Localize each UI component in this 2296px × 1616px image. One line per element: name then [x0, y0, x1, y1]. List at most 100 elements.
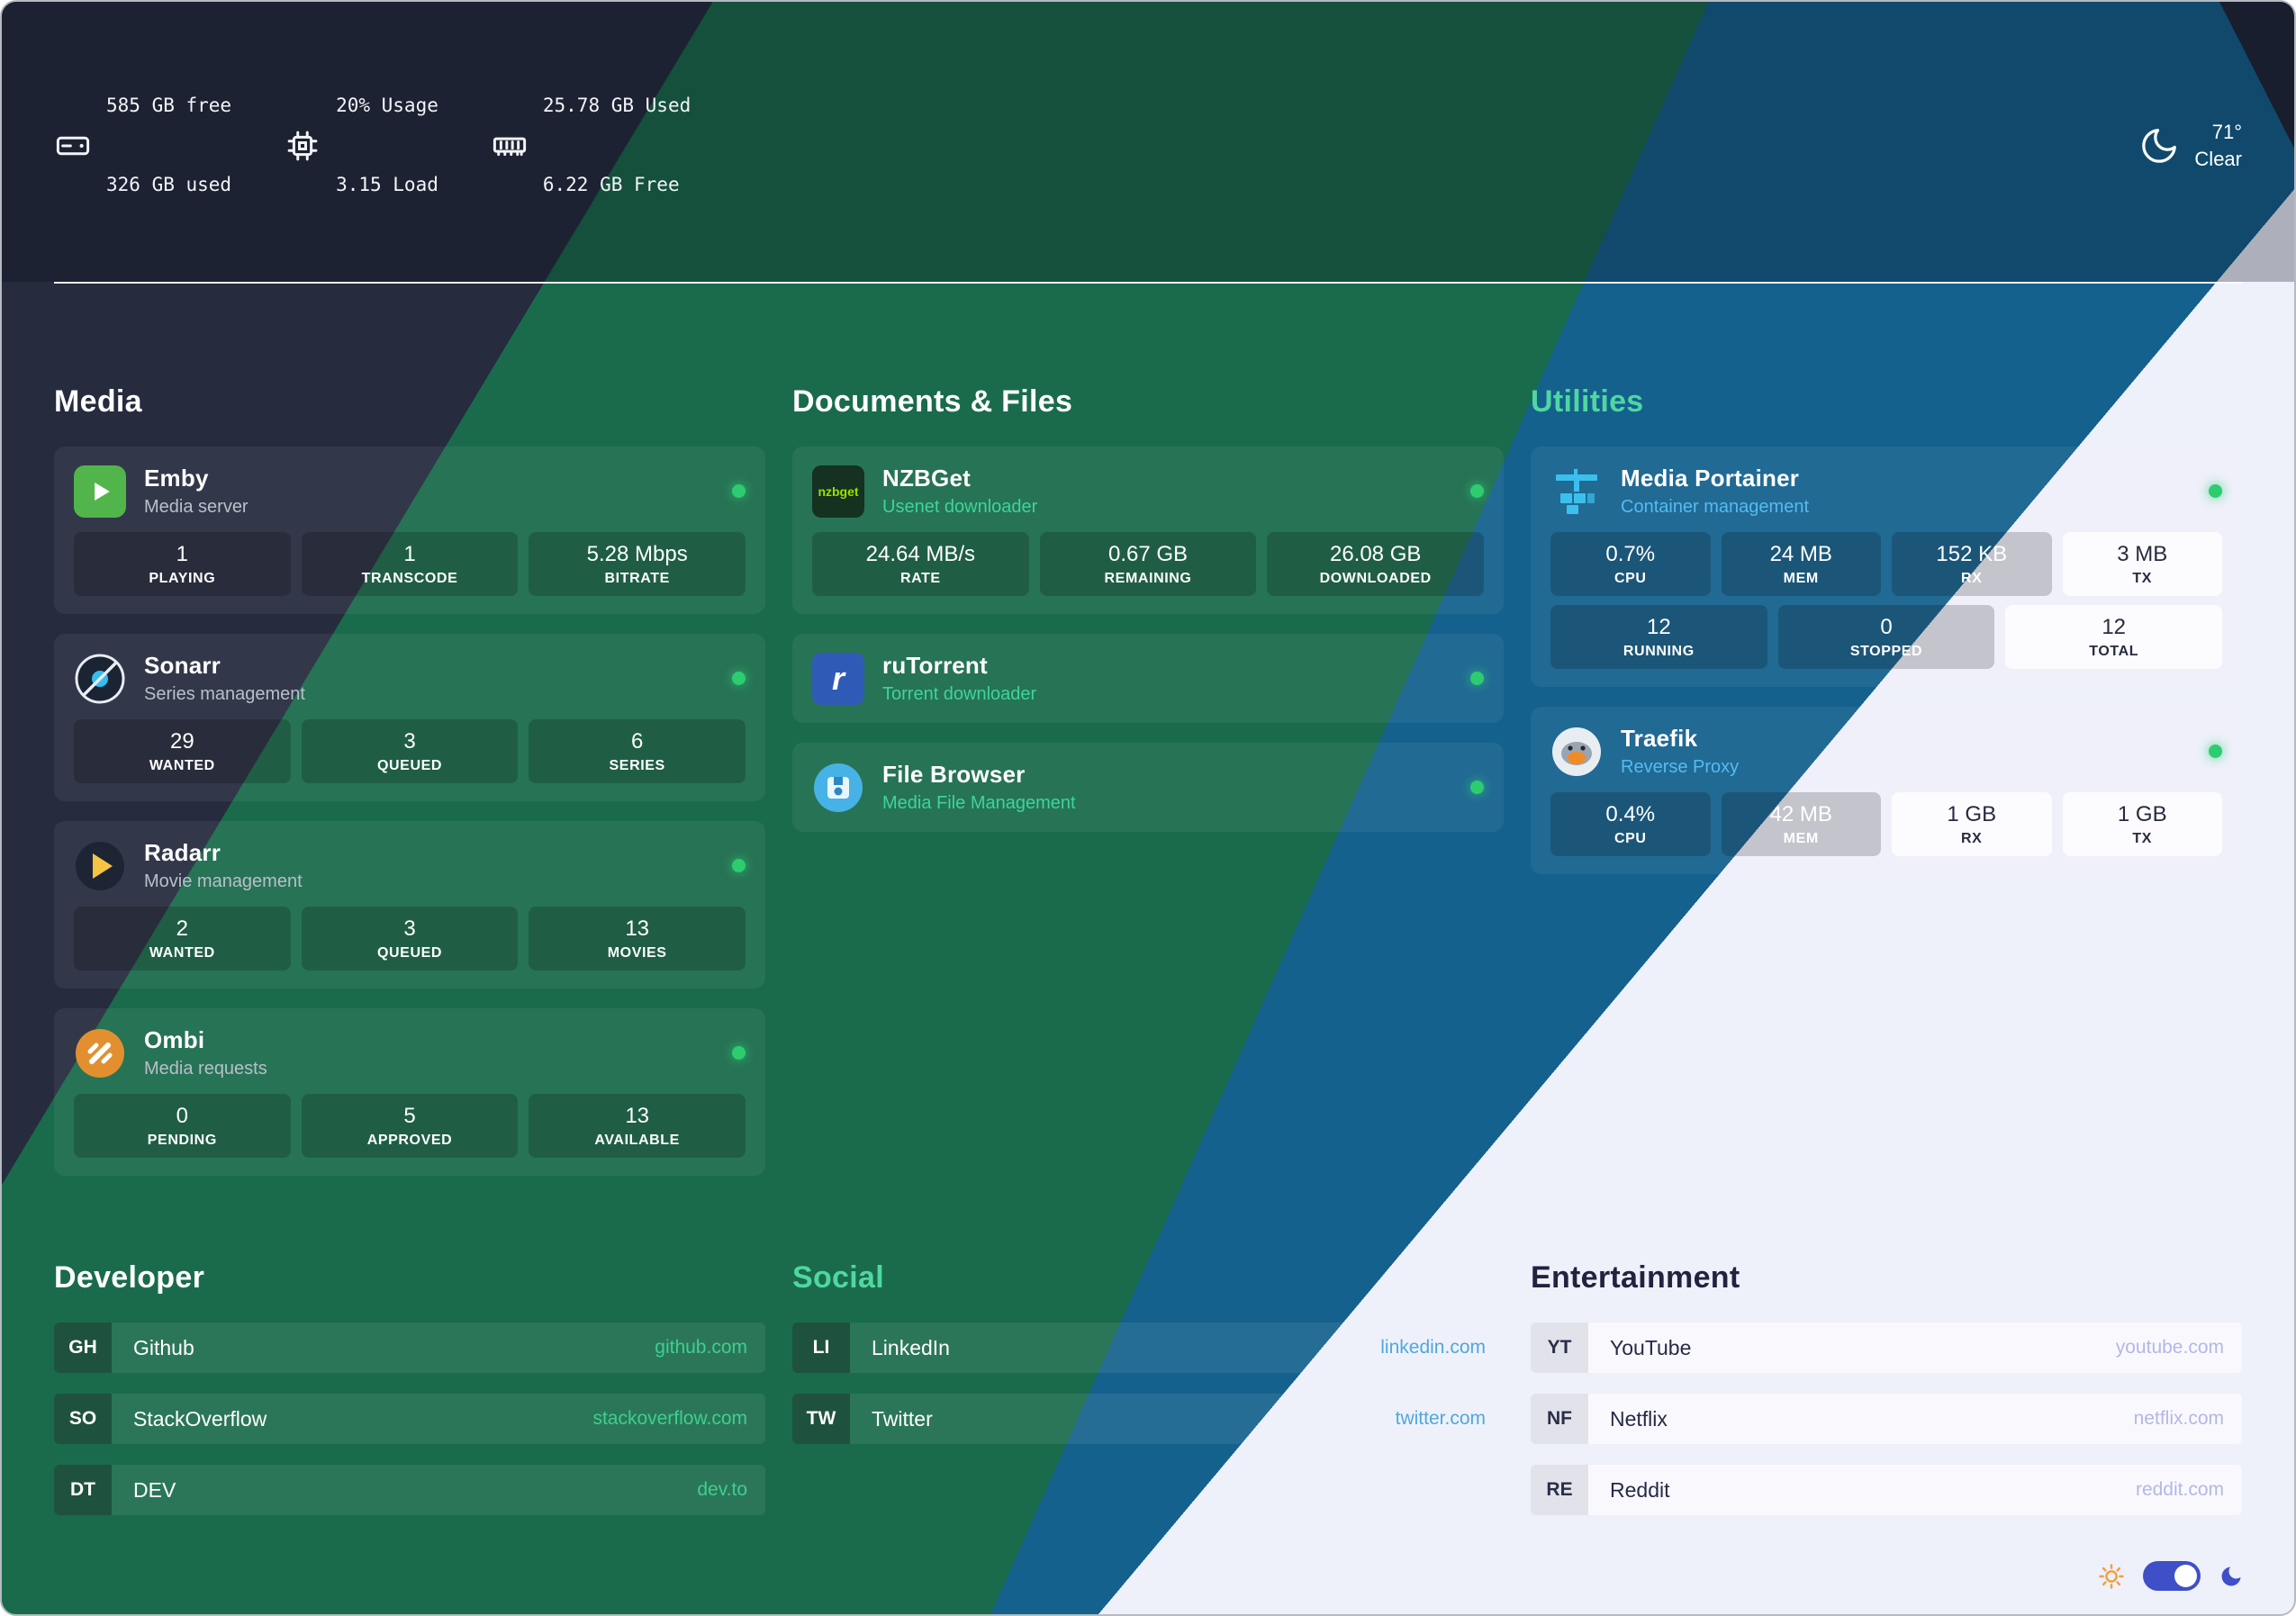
link-reddit[interactable]: RE Reddit reddit.com [1531, 1465, 2242, 1516]
section-utilities: Utilities [1531, 384, 2242, 875]
section-media: Media Emby Media server 1 PLAYING [54, 384, 765, 1177]
stat-value: 5.28 Mbps [586, 542, 688, 567]
app-card-rutorrent[interactable]: r ruTorrent Torrent downloader [792, 634, 1504, 724]
app-card-traefik[interactable]: Traefik Reverse Proxy 0.4% CPU 42 MB MEM 1… [1531, 707, 2242, 875]
stat-box: 152 KB RX [1892, 532, 2052, 597]
section-developer: Developer GH Github github.com SO StackO… [54, 1260, 765, 1516]
app-card-radarr[interactable]: Radarr Movie management 2 WANTED 3 QUEUED … [54, 821, 765, 989]
app-card-nzbget[interactable]: nzbget NZBGet Usenet downloader 24.64 MB… [792, 447, 1504, 615]
stat-value: 13 [625, 1104, 650, 1129]
weather-widget: 71° Clear [2138, 119, 2242, 172]
link-name: LinkedIn [872, 1335, 950, 1359]
stat-label: TOTAL [2089, 644, 2139, 660]
stat-box: 24 MB MEM [1721, 532, 1881, 597]
stat-box: 2 WANTED [74, 907, 291, 971]
stat-box: 5.28 Mbps BITRATE [529, 532, 746, 597]
stat-value: 42 MB [1769, 802, 1832, 827]
app-card-filebrowser[interactable]: File Browser Media File Management [792, 743, 1504, 833]
stat-value: 24.64 MB/s [865, 542, 976, 567]
stat-label: QUEUED [376, 758, 443, 774]
stat-label: PLAYING [149, 571, 216, 587]
stat-box: 1 GB TX [2062, 792, 2222, 857]
stat-box: 0.4% CPU [1550, 792, 1711, 857]
link-name: YouTube [1610, 1335, 1692, 1359]
stat-label: WANTED [149, 945, 215, 961]
link-prefix: NF [1531, 1394, 1588, 1445]
system-header: 585 GB free 326 GB used 20% Usage 3.15 L… [2, 2, 2294, 283]
section-title-media: Media [54, 384, 142, 420]
section-social: Social LI LinkedIn linkedin.com TW Twitt… [792, 1260, 1504, 1445]
status-dot [1470, 672, 1484, 686]
radarr-icon [74, 840, 126, 892]
link-url: github.com [655, 1337, 747, 1359]
theme-toggle[interactable] [2143, 1561, 2201, 1591]
stat-label: CPU [1614, 571, 1647, 587]
link-url: reddit.com [2135, 1479, 2224, 1501]
app-card-sonarr[interactable]: Sonarr Series management 29 WANTED 3 QUEUE… [54, 634, 765, 802]
stat-value: 152 KB [1936, 542, 2008, 567]
stat-value: 3 MB [2117, 542, 2168, 567]
status-dot [1470, 484, 1484, 499]
cpu-load: 3.15 Load [336, 173, 438, 195]
link-dev[interactable]: DT DEV dev.to [54, 1465, 765, 1516]
stat-value: 1 GB [2117, 802, 2167, 827]
cpu-icon [287, 131, 318, 160]
stat-label: MOVIES [607, 945, 667, 961]
stat-box: 0.7% CPU [1550, 532, 1711, 597]
stat-value: 12 [1646, 615, 1671, 640]
rutorrent-icon: r [812, 652, 864, 705]
status-dot [732, 1046, 746, 1061]
stat-label: REMAINING [1104, 571, 1192, 587]
header-divider [54, 282, 2242, 284]
app-card-emby[interactable]: Emby Media server 1 PLAYING 1 TRANSCODE 5.… [54, 447, 765, 615]
app-name: ruTorrent [882, 652, 988, 680]
stat-label: AVAILABLE [594, 1133, 680, 1149]
link-name: Twitter [872, 1406, 933, 1431]
stat-box: 1 GB RX [1892, 792, 2052, 857]
status-dot [732, 484, 746, 499]
link-github[interactable]: GH Github github.com [54, 1323, 765, 1374]
link-twitter[interactable]: TW Twitter twitter.com [792, 1394, 1504, 1445]
app-subtitle: Movie management [144, 871, 303, 892]
cpu-stats: 20% Usage 3.15 Load [284, 40, 438, 251]
link-url: netflix.com [2133, 1408, 2224, 1430]
status-dot [732, 672, 746, 686]
sonarr-icon [74, 653, 126, 705]
stat-value: 1 GB [1947, 802, 1997, 827]
status-dot [1470, 781, 1484, 795]
weather-moon-icon [2142, 128, 2177, 163]
dark-theme-moon-icon[interactable] [2219, 1564, 2244, 1589]
stat-value: 0.4% [1605, 802, 1656, 827]
section-title-social: Social [792, 1260, 884, 1296]
link-youtube[interactable]: YT YouTube youtube.com [1531, 1323, 2242, 1374]
link-linkedin[interactable]: LI LinkedIn linkedin.com [792, 1323, 1504, 1374]
memory-icon [493, 137, 526, 156]
stat-box: 24.64 MB/s RATE [812, 532, 1029, 597]
light-theme-sun-icon[interactable] [2098, 1563, 2125, 1590]
link-name: Reddit [1610, 1477, 1670, 1502]
stat-label: WANTED [149, 758, 215, 774]
stat-label: RATE [899, 571, 941, 587]
app-subtitle: Container management [1621, 497, 1810, 518]
stat-label: APPROVED [366, 1133, 453, 1149]
status-dot [2209, 484, 2222, 499]
app-subtitle: Series management [144, 684, 305, 705]
link-prefix: LI [792, 1323, 850, 1374]
status-dot [2209, 745, 2222, 759]
app-card-ombi[interactable]: Ombi Media requests 0 PENDING 5 APPROVED 1… [54, 1008, 765, 1177]
disk-stats: 585 GB free 326 GB used [54, 40, 231, 251]
section-documents: Documents & Files nzbget NZBGet Usenet d… [792, 384, 1504, 833]
link-stackoverflow[interactable]: SO StackOverflow stackoverflow.com [54, 1394, 765, 1445]
stat-value: 0.7% [1605, 542, 1656, 567]
stat-box: 3 QUEUED [301, 719, 519, 784]
stat-label: MEM [1783, 571, 1819, 587]
app-name: Radarr [144, 839, 221, 867]
app-subtitle: Media File Management [882, 793, 1076, 814]
app-card-portainer[interactable]: Media Portainer Container management 0.7… [1531, 447, 2242, 688]
traefik-icon [1550, 726, 1603, 778]
stat-label: STOPPED [1849, 644, 1923, 660]
link-netflix[interactable]: NF Netflix netflix.com [1531, 1394, 2242, 1445]
stat-label: TX [2132, 571, 2153, 587]
stat-value: 3 [403, 729, 416, 754]
app-name: Traefik [1621, 725, 1698, 753]
